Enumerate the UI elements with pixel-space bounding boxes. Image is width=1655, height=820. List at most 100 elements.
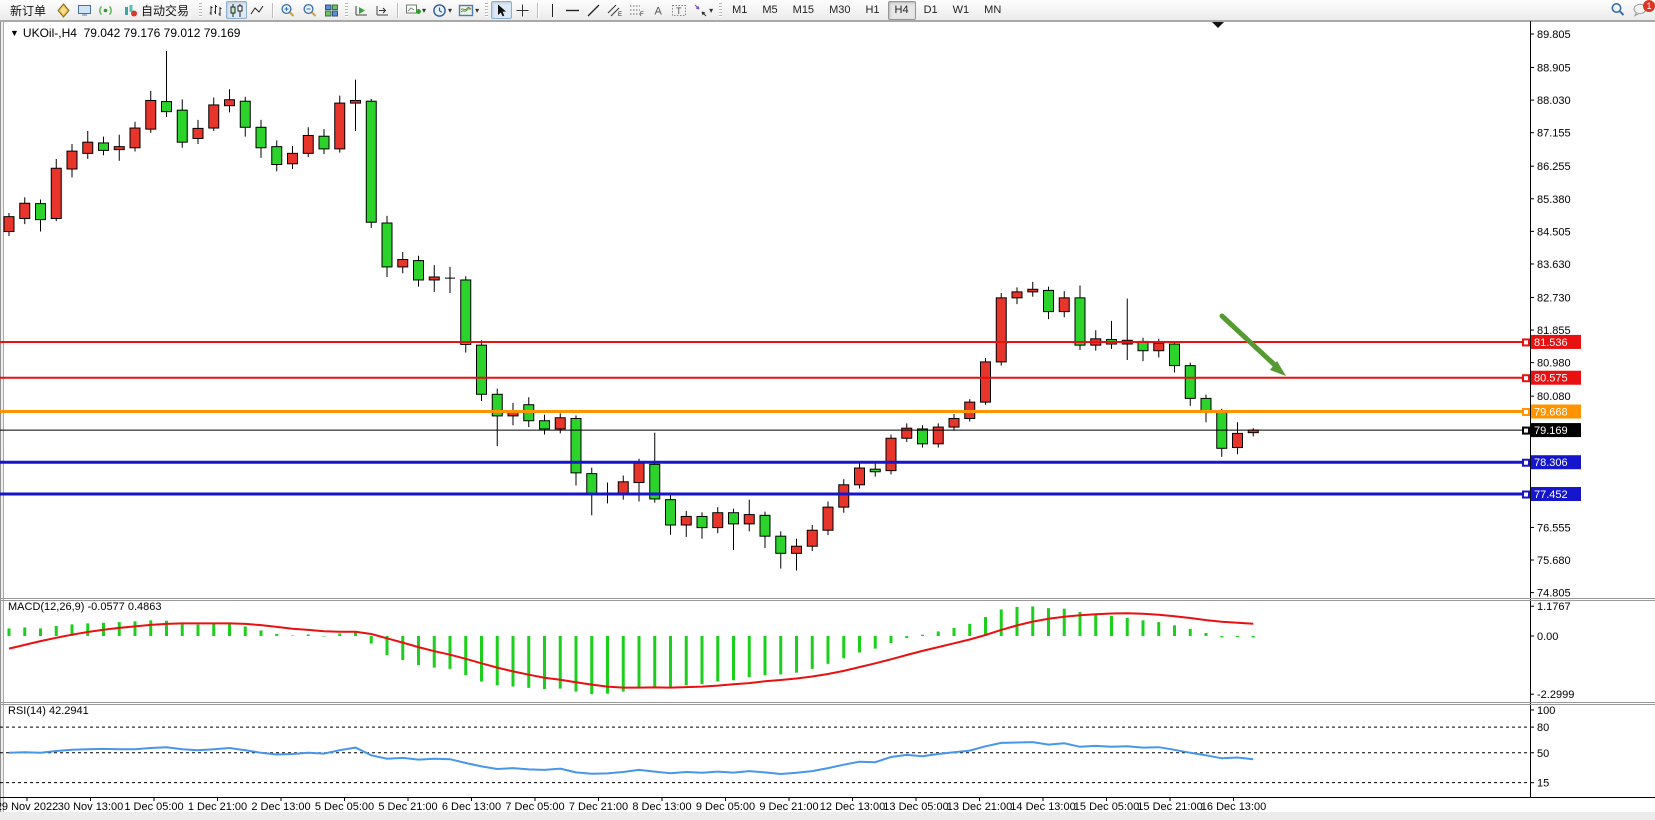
- svg-text:80.575: 80.575: [1534, 373, 1568, 385]
- terminal-icon[interactable]: [74, 1, 95, 19]
- svg-text:88.030: 88.030: [1537, 95, 1571, 107]
- crosshair-button[interactable]: [512, 1, 533, 19]
- svg-text:76.555: 76.555: [1537, 522, 1571, 534]
- new-order-button[interactable]: 新订单: [10, 3, 47, 18]
- svg-text:79.169: 79.169: [1534, 425, 1568, 437]
- fibonacci-icon: F: [630, 5, 644, 18]
- chart-ohlc-values: 79.042 79.176 79.012 79.169: [83, 26, 241, 40]
- cursor-button[interactable]: [491, 1, 513, 19]
- rsi-indicator-label: RSI(14) 42.2941: [8, 705, 89, 717]
- rsi-value: 42.2941: [48, 705, 89, 717]
- svg-text:8 Dec 13:00: 8 Dec 13:00: [632, 801, 691, 813]
- candlestick-chart-icon: [230, 3, 243, 17]
- chat-button[interactable]: 1: [1629, 0, 1655, 19]
- chart-title-dropdown-icon[interactable]: ▼: [10, 28, 19, 38]
- svg-text:75.680: 75.680: [1537, 555, 1571, 567]
- svg-text:13 Dec 21:00: 13 Dec 21:00: [947, 801, 1012, 813]
- chart-title: ▼ UKOil-,H4 79.042 79.176 79.012 79.169: [10, 26, 240, 40]
- candles-group: [3, 50, 1259, 571]
- price-badge: [1522, 404, 1581, 419]
- svg-text:81.855: 81.855: [1537, 325, 1571, 337]
- toolbar-grip: [345, 3, 349, 17]
- svg-text:77.452: 77.452: [1534, 489, 1568, 501]
- svg-text:50: 50: [1537, 748, 1549, 760]
- timeframe-button-M1[interactable]: M1: [732, 4, 748, 16]
- price-badge: [1522, 334, 1581, 349]
- svg-text:5 Dec 05:00: 5 Dec 05:00: [315, 801, 374, 813]
- price-badge: [1522, 370, 1581, 385]
- tile-windows-icon: [325, 4, 339, 16]
- svg-text:79.668: 79.668: [1534, 407, 1568, 419]
- svg-text:100: 100: [1537, 705, 1555, 717]
- zoom-in-icon: [281, 3, 295, 17]
- svg-text:9 Dec 05:00: 9 Dec 05:00: [696, 801, 755, 813]
- timeframe-button-M15[interactable]: M15: [792, 4, 815, 16]
- channel-icon: E: [607, 4, 622, 18]
- timeframe-button-D1[interactable]: D1: [923, 4, 938, 16]
- svg-text:84.505: 84.505: [1537, 226, 1571, 238]
- svg-text:15: 15: [1537, 778, 1549, 790]
- add-indicator-icon: [406, 4, 422, 14]
- svg-text:29 Nov 2022: 29 Nov 2022: [0, 801, 58, 813]
- level-lines-group: [0, 340, 1530, 496]
- auto-scroll-button[interactable]: [351, 1, 372, 19]
- svg-text:87.155: 87.155: [1537, 128, 1571, 140]
- trendline-button[interactable]: [583, 1, 604, 19]
- timeframe-button-H1[interactable]: H1: [865, 4, 880, 16]
- signal-icon-button[interactable]: [95, 1, 116, 19]
- chart-shift-button[interactable]: [372, 1, 393, 19]
- timeframe-button-W1[interactable]: W1: [952, 4, 970, 16]
- svg-text:-2.2999: -2.2999: [1537, 689, 1574, 701]
- svg-text:1 Dec 05:00: 1 Dec 05:00: [124, 801, 183, 813]
- svg-text:7 Dec 21:00: 7 Dec 21:00: [569, 801, 628, 813]
- svg-text:13 Dec 05:00: 13 Dec 05:00: [883, 801, 948, 813]
- auto-trading-icon: [125, 4, 138, 16]
- line-chart-icon: [250, 5, 264, 14]
- svg-text:80.080: 80.080: [1537, 391, 1571, 403]
- timeframe-button-M5[interactable]: M5: [762, 4, 778, 16]
- zoom-in-button[interactable]: [277, 1, 299, 19]
- downtrend-arrow: [1219, 313, 1286, 376]
- add-indicator-button[interactable]: ▾: [402, 1, 429, 19]
- fibonacci-button[interactable]: F: [626, 1, 648, 19]
- auto-scroll-icon: [355, 5, 368, 15]
- periods-button[interactable]: ▾: [429, 1, 455, 19]
- toolbar-grip: [199, 3, 203, 17]
- svg-text:16 Dec 13:00: 16 Dec 13:00: [1201, 801, 1266, 813]
- svg-text:6 Dec 13:00: 6 Dec 13:00: [442, 801, 501, 813]
- price-badge: [1522, 423, 1581, 438]
- timeframe-button-H4[interactable]: H4: [887, 0, 916, 20]
- text-button[interactable]: A: [648, 1, 668, 19]
- chat-unread-badge: 1: [1643, 0, 1655, 12]
- search-button[interactable]: [1607, 1, 1629, 19]
- market-watch-icon[interactable]: [53, 1, 74, 19]
- vertical-line-button[interactable]: [542, 1, 562, 19]
- text-icon: A: [654, 5, 662, 17]
- horizontal-line-button[interactable]: [562, 1, 583, 19]
- arrows-button[interactable]: ▾: [690, 1, 716, 19]
- rsi-name: RSI(14): [8, 705, 46, 717]
- chart-symbol-period: UKOil-,H4: [22, 26, 77, 40]
- zoom-out-button[interactable]: [299, 1, 321, 19]
- equidistant-channel-button[interactable]: E: [604, 1, 626, 19]
- svg-text:5 Dec 21:00: 5 Dec 21:00: [378, 801, 437, 813]
- svg-text:83.630: 83.630: [1537, 259, 1571, 271]
- svg-text:0.00: 0.00: [1537, 631, 1558, 643]
- price-badge: [1522, 487, 1581, 502]
- templates-button[interactable]: ▾: [455, 1, 482, 19]
- price-axis: [1530, 33, 1534, 594]
- horizontal-line-icon: [566, 9, 580, 11]
- line-chart-button[interactable]: [247, 1, 268, 19]
- text-label-button[interactable]: T: [668, 1, 690, 19]
- auto-trading-button[interactable]: 自动交易: [116, 1, 196, 19]
- tile-windows-button[interactable]: [321, 1, 342, 19]
- candlestick-chart-button[interactable]: [226, 1, 248, 19]
- timeframe-button-MN[interactable]: MN: [984, 4, 1002, 16]
- svg-text:80: 80: [1537, 722, 1549, 734]
- timeframe-button-M30[interactable]: M30: [829, 4, 851, 16]
- toolbar-separator: [397, 2, 399, 18]
- chart-frame: [0, 21, 1655, 820]
- macd-name: MACD(12,26,9): [8, 601, 85, 613]
- bar-chart-button[interactable]: [205, 1, 226, 19]
